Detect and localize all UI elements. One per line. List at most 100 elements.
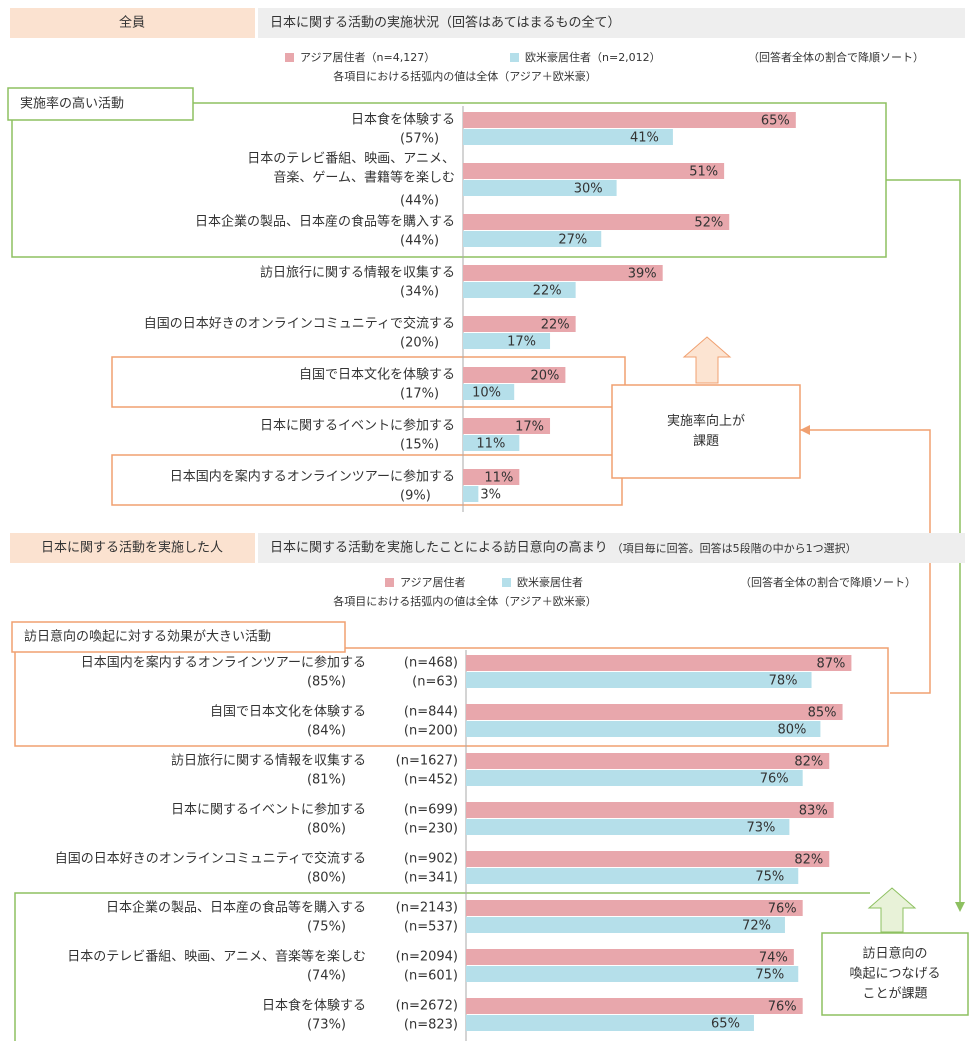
category-label: 音楽、ゲーム、書籍等を楽しむ <box>273 170 455 186</box>
n-label: (n=468) <box>404 656 458 671</box>
bar <box>463 282 576 298</box>
legend-label: 欧米豪居住者（n=2,012） <box>525 50 661 64</box>
total-label: (80%) <box>307 871 346 886</box>
total-label: (44%) <box>400 194 439 209</box>
category-label: 自国で日本文化を体験する <box>299 368 455 383</box>
subtitle: 各項目における括弧内の値は全体（アジア＋欧米豪） <box>333 69 597 83</box>
chart-title: 日本に関する活動の実施状況（回答はあてはまるもの全て） <box>270 15 620 31</box>
value-label: 76% <box>768 1000 797 1015</box>
segment-label: 全員 <box>119 15 145 31</box>
callout-text: 訪日意向の <box>862 946 927 962</box>
bar <box>466 900 803 916</box>
value-label: 52% <box>694 216 723 231</box>
arrow-head <box>800 425 810 435</box>
value-label: 78% <box>769 674 798 689</box>
value-label: 65% <box>761 114 790 129</box>
value-label: 76% <box>760 772 789 787</box>
category-label: 日本に関するイベントに参加する <box>260 418 455 434</box>
bar <box>463 214 730 230</box>
group-label-box <box>11 621 346 653</box>
sort-note: （回答者全体の割合で降順ソート） <box>740 575 916 589</box>
bar <box>466 753 830 769</box>
group-label: 訪日意向の喚起に対する効果が大きい活動 <box>24 629 271 645</box>
value-label: 22% <box>541 318 570 333</box>
bar <box>463 163 725 179</box>
total-label: (73%) <box>307 1018 346 1033</box>
n-label: (n=2672) <box>396 999 458 1014</box>
callout-text: ことが課題 <box>862 986 927 1002</box>
bar <box>466 851 830 867</box>
bar <box>466 704 843 720</box>
value-label: 73% <box>746 821 775 836</box>
bar <box>463 384 515 400</box>
value-label: 87% <box>817 657 846 672</box>
up-arrow <box>682 336 732 384</box>
subtitle: 各項目における括弧内の値は全体（アジア＋欧米豪） <box>333 594 597 608</box>
total-label: (81%) <box>307 773 346 788</box>
group-box <box>14 647 889 747</box>
total-label: (15%) <box>400 438 439 453</box>
value-label: 82% <box>794 755 823 770</box>
bar <box>466 1015 754 1031</box>
bar <box>463 486 479 502</box>
category-label: 日本に関するイベントに参加する <box>171 802 366 818</box>
callout-text: 実施率向上が <box>667 413 745 429</box>
bar <box>463 316 576 332</box>
category-label: 日本企業の製品、日本産の食品等を購入する <box>106 900 366 916</box>
segment-box <box>10 8 255 38</box>
category-label: 日本企業の製品、日本産の食品等を購入する <box>195 214 455 230</box>
bar <box>463 333 551 349</box>
total-label: (44%) <box>400 234 439 249</box>
title-box <box>258 8 965 38</box>
total-label: (9%) <box>400 489 431 504</box>
bar <box>463 418 551 434</box>
value-label: 74% <box>759 951 788 966</box>
category-label: 日本のテレビ番組、映画、アニメ、 <box>247 152 455 167</box>
group-label: 実施率の高い活動 <box>20 96 124 112</box>
callout-text: 課題 <box>693 433 719 449</box>
value-label: 10% <box>472 386 501 401</box>
total-label: (74%) <box>307 969 346 984</box>
value-label: 82% <box>794 853 823 868</box>
bar <box>466 998 803 1014</box>
n-label: (n=823) <box>404 1018 458 1033</box>
legend-label: アジア居住者（n=4,127） <box>300 50 435 64</box>
category-label: 日本食を体験する <box>262 998 366 1014</box>
bar <box>466 819 790 835</box>
n-label: (n=341) <box>404 871 458 886</box>
bar <box>466 966 799 982</box>
category-label: 訪日旅行に関する情報を収集する <box>260 265 455 281</box>
category-label: 自国で日本文化を体験する <box>210 705 366 720</box>
legend-swatch <box>285 53 294 62</box>
bar <box>463 129 673 145</box>
n-label: (n=699) <box>404 803 458 818</box>
callout-box <box>611 384 801 479</box>
total-label: (20%) <box>400 336 439 351</box>
bar <box>466 868 799 884</box>
legend-swatch <box>502 578 511 587</box>
connector <box>886 179 961 905</box>
category-label: 日本食を体験する <box>351 112 455 128</box>
n-label: (n=2094) <box>396 950 458 965</box>
value-label: 83% <box>799 804 828 819</box>
value-label: 3% <box>480 488 501 503</box>
bar <box>466 949 794 965</box>
up-arrow <box>867 887 917 933</box>
chart-title: 日本に関する活動を実施したことによる訪日意向の高まり <box>270 540 608 556</box>
total-label: (34%) <box>400 285 439 300</box>
category-label: 日本国内を案内するオンラインツアーに参加する <box>170 469 455 485</box>
callout-text: 喚起につなげる <box>849 967 940 982</box>
bar <box>466 917 785 933</box>
n-label: (n=537) <box>404 920 458 935</box>
category-label: 自国の日本好きのオンラインコミュニティで交流する <box>55 851 366 867</box>
bar <box>466 770 803 786</box>
segment-box <box>10 533 255 563</box>
n-label: (n=63) <box>412 675 458 690</box>
bar <box>463 180 617 196</box>
n-label: (n=230) <box>404 822 458 837</box>
category-label: 日本のテレビ番組、映画、アニメ、音楽等を楽しむ <box>67 949 366 965</box>
total-label: (75%) <box>307 920 346 935</box>
n-label: (n=1627) <box>396 754 458 769</box>
value-label: 30% <box>574 182 603 197</box>
n-label: (n=601) <box>404 969 458 984</box>
